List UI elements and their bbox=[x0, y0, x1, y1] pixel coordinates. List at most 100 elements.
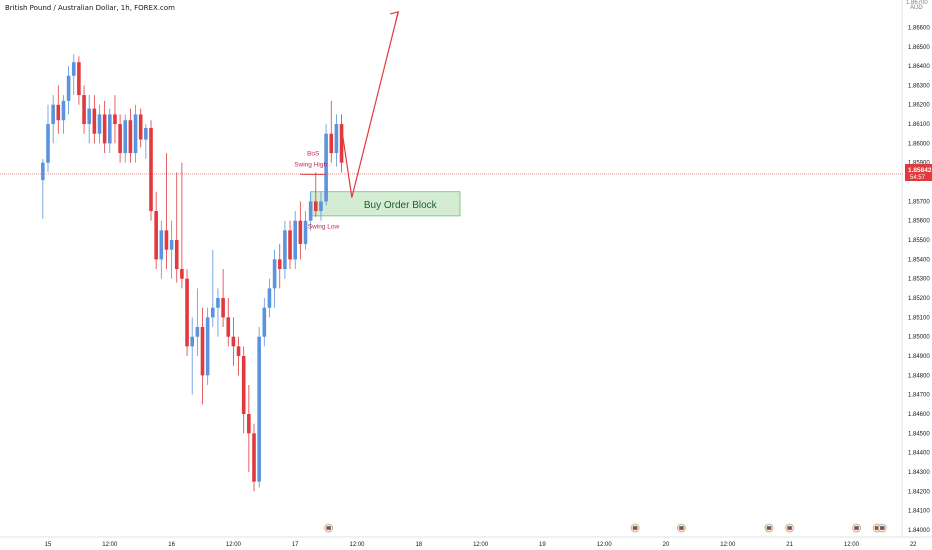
candle-body bbox=[257, 336, 261, 482]
event-flag-icon[interactable] bbox=[785, 523, 794, 533]
time-tick-label: 12:00 bbox=[844, 542, 860, 548]
candle-body bbox=[180, 269, 184, 279]
time-tick-label: 21 bbox=[786, 542, 793, 548]
time-tick-label: 20 bbox=[663, 542, 670, 548]
candle-body bbox=[102, 114, 107, 144]
candle-body bbox=[221, 298, 225, 318]
price-tick-label: 1.85600 bbox=[908, 219, 930, 225]
annotations bbox=[300, 11, 400, 198]
candle-body bbox=[283, 230, 287, 270]
candle-body bbox=[216, 298, 220, 308]
candle-body bbox=[226, 317, 231, 337]
candle-body bbox=[169, 240, 174, 250]
price-tick-label: 1.85300 bbox=[908, 277, 930, 283]
price-tick-label: 1.84400 bbox=[908, 451, 930, 457]
time-tick-label: 16 bbox=[168, 542, 175, 548]
currency-label: AUD bbox=[910, 5, 923, 11]
event-flag-icon[interactable] bbox=[852, 523, 861, 533]
bos-label: BoS bbox=[307, 150, 320, 157]
candle-body bbox=[118, 124, 122, 154]
price-tick-label: 1.84500 bbox=[908, 431, 930, 437]
price-tick-label: 1.86500 bbox=[908, 45, 930, 51]
candle-body bbox=[41, 162, 45, 181]
symbol-title: British Pound / Australian Dollar, 1h, F… bbox=[5, 4, 175, 12]
candle-body bbox=[61, 100, 66, 121]
candle-body bbox=[82, 95, 86, 125]
candle-body bbox=[128, 120, 133, 154]
candle-body bbox=[138, 114, 143, 140]
price-tick-label: 1.86600 bbox=[908, 25, 930, 31]
swing-low-label: Swing Low bbox=[308, 223, 340, 230]
price-tick-label: 1.86000 bbox=[908, 141, 930, 147]
candle-body bbox=[123, 120, 128, 154]
event-markers[interactable] bbox=[324, 523, 887, 533]
candle-body bbox=[97, 114, 102, 134]
price-tick-partial: 1.86700 bbox=[906, 0, 928, 6]
candle-body bbox=[277, 259, 282, 270]
candle-body bbox=[324, 133, 328, 202]
time-tick-label: 12:00 bbox=[349, 542, 365, 548]
price-tick-label: 1.85000 bbox=[908, 335, 930, 341]
time-tick-label: 12:00 bbox=[102, 542, 118, 548]
time-tick-label: 22 bbox=[910, 542, 917, 548]
price-tick-label: 1.86300 bbox=[908, 83, 930, 89]
price-axis[interactable]: 1.86600 1.86500 1.86400 1.86300 1.86200 1.861… bbox=[908, 25, 930, 534]
time-tick-label: 12:00 bbox=[226, 542, 242, 548]
projection-arrow bbox=[340, 11, 399, 198]
candle-body bbox=[308, 201, 313, 221]
time-tick-label: 12:00 bbox=[597, 542, 613, 548]
price-tick-label: 1.85100 bbox=[908, 315, 930, 321]
event-flag-icon[interactable] bbox=[877, 523, 887, 533]
price-tick-label: 1.85900 bbox=[908, 161, 930, 167]
price-tick-label: 1.84700 bbox=[908, 393, 930, 399]
candle-body bbox=[200, 327, 205, 376]
event-flag-icon[interactable] bbox=[764, 523, 774, 533]
price-tick-label: 1.86200 bbox=[908, 103, 930, 109]
candle-body bbox=[56, 104, 61, 121]
candle-body bbox=[247, 414, 251, 434]
candle-body bbox=[66, 75, 71, 101]
candle-body bbox=[319, 201, 323, 212]
candle-body bbox=[149, 127, 153, 212]
event-flag-icon[interactable] bbox=[677, 523, 686, 533]
event-flag-icon[interactable] bbox=[630, 523, 640, 533]
candle-body bbox=[329, 133, 334, 154]
price-tick-label: 1.84800 bbox=[908, 373, 930, 379]
event-flag-icon[interactable] bbox=[324, 523, 334, 533]
candle-body bbox=[339, 124, 344, 163]
candle-body bbox=[293, 220, 297, 260]
time-axis[interactable]: 15 12:00 16 12:00 17 12:00 18 12:00 19 12:00 20 12:… bbox=[45, 542, 932, 548]
candle-body bbox=[154, 211, 158, 260]
bar-countdown: 54:57 bbox=[910, 175, 926, 181]
candle-body bbox=[108, 114, 112, 144]
candle-body bbox=[133, 114, 138, 154]
candle-body bbox=[236, 346, 241, 357]
candle-body bbox=[71, 62, 76, 76]
candle-body bbox=[77, 62, 81, 96]
price-tick-label: 1.85400 bbox=[908, 257, 930, 263]
price-tick-label: 1.86400 bbox=[908, 64, 930, 70]
price-tick-label: 1.86100 bbox=[908, 122, 930, 128]
candle-body bbox=[174, 240, 179, 270]
price-tick-label: 1.85500 bbox=[908, 238, 930, 244]
candle-body bbox=[314, 201, 318, 212]
time-tick-label: 17 bbox=[292, 542, 299, 548]
candle-body bbox=[241, 356, 246, 415]
projection-arrowhead bbox=[390, 11, 400, 21]
candle-body bbox=[51, 104, 55, 125]
time-tick-label: 15 bbox=[45, 542, 52, 548]
swing-high-label: Swing High bbox=[294, 161, 327, 168]
order-block-box bbox=[310, 191, 461, 217]
candle-body bbox=[267, 288, 272, 308]
candle-body bbox=[334, 124, 339, 154]
price-tick-label: 1.84600 bbox=[908, 412, 930, 418]
order-block-label: Buy Order Block bbox=[364, 200, 438, 211]
candle-body bbox=[113, 114, 117, 125]
candle-body bbox=[272, 259, 277, 289]
candle-body bbox=[288, 230, 292, 260]
candle-body bbox=[144, 127, 148, 140]
candle-body bbox=[231, 336, 236, 347]
candle-body bbox=[211, 307, 215, 318]
